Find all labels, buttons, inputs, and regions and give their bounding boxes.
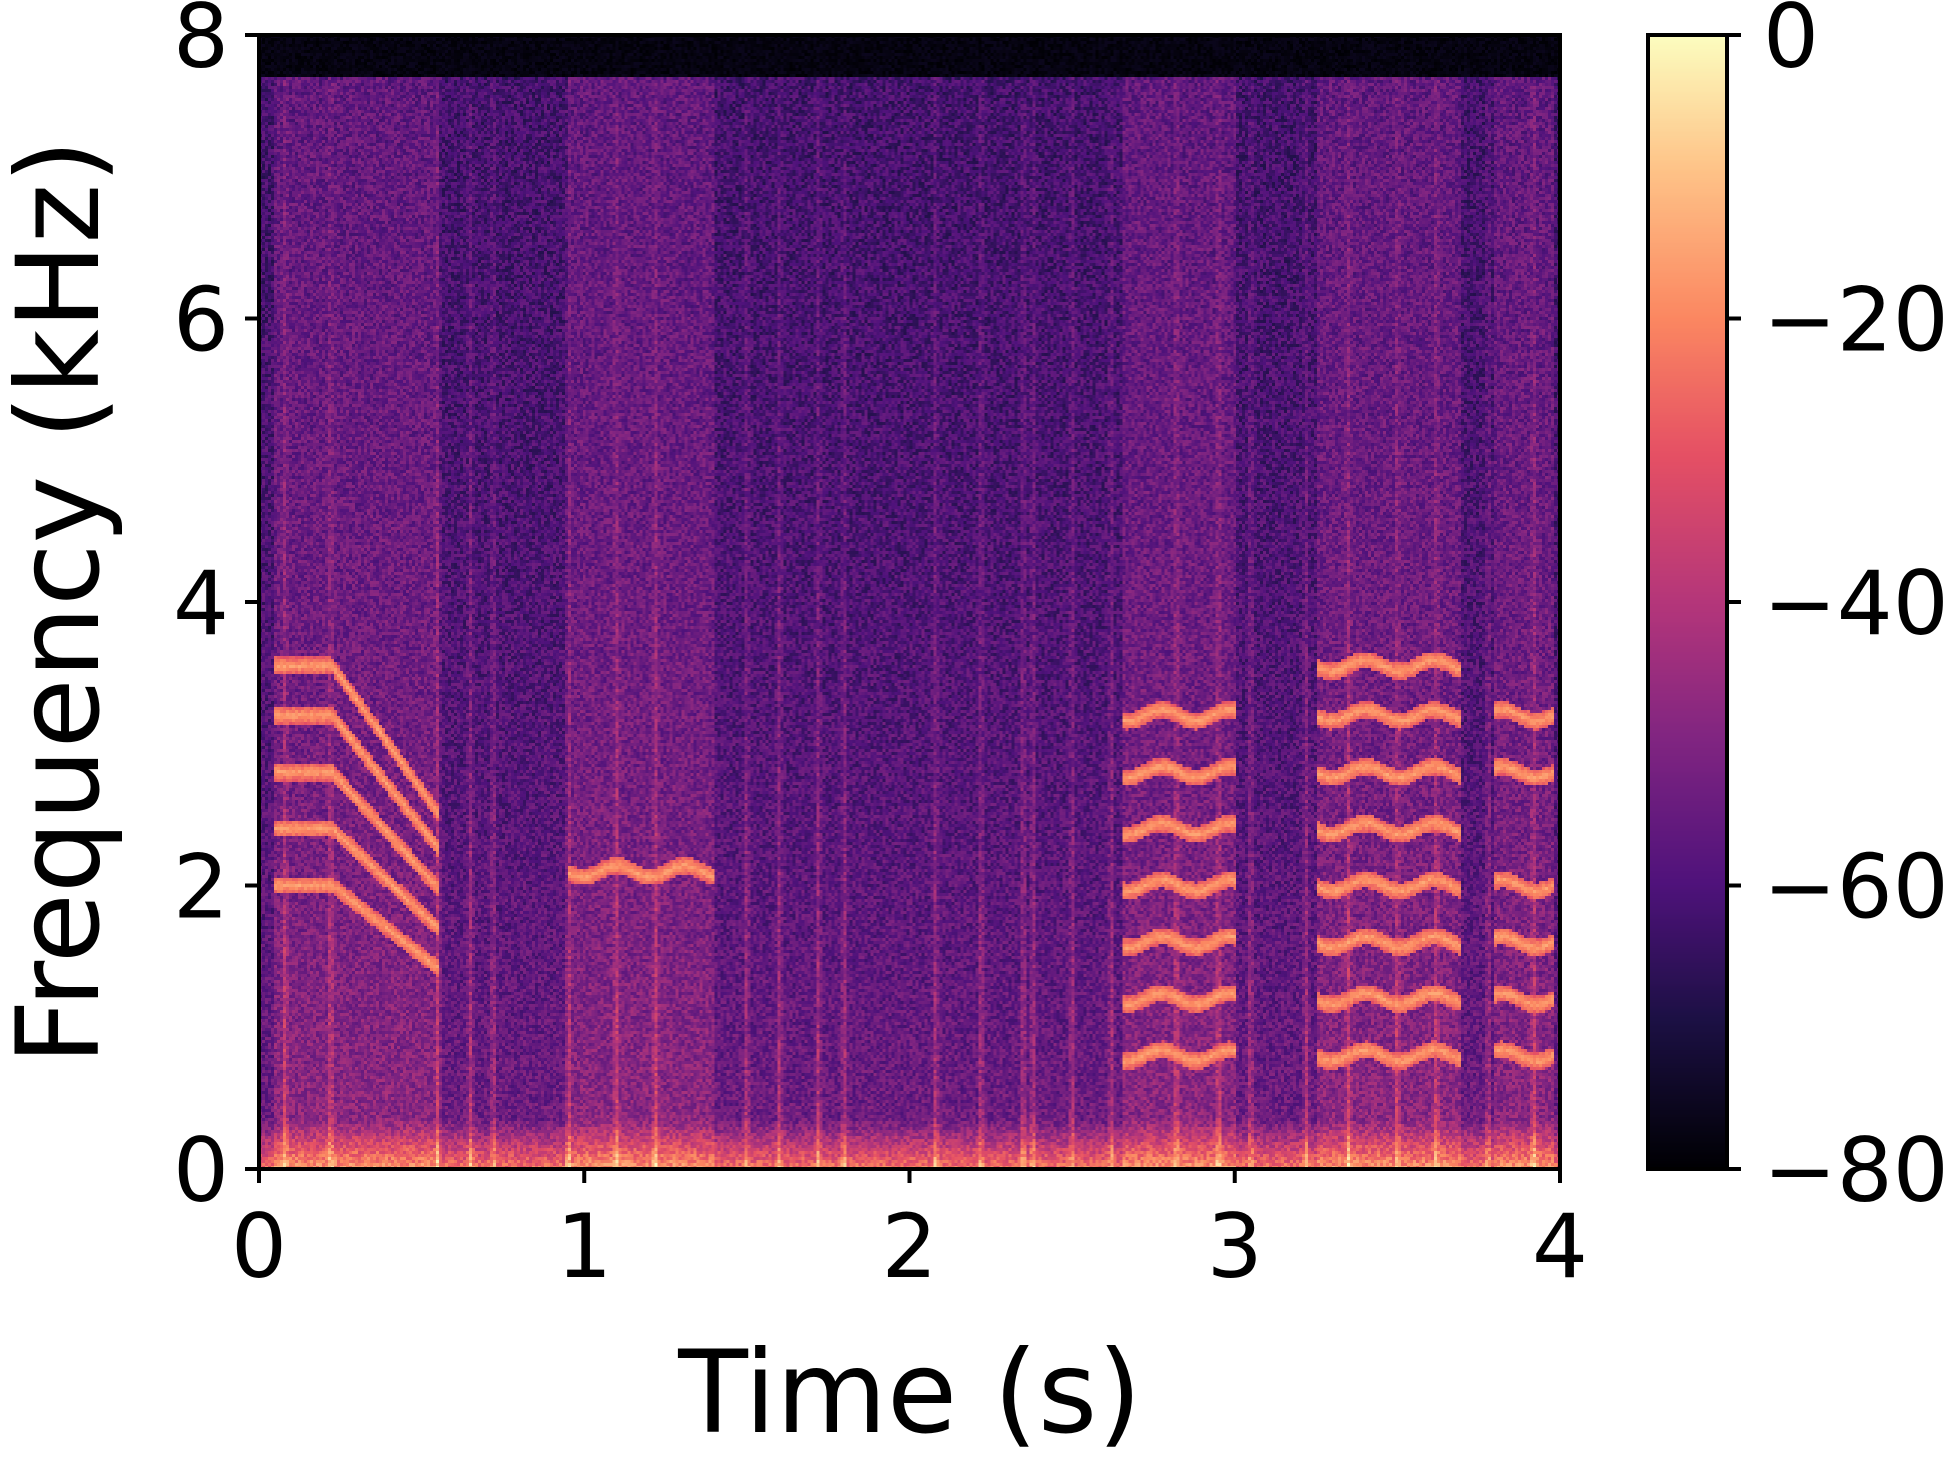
y-tick-label: 8 xyxy=(173,0,229,88)
colorbar-tick-label: 0 xyxy=(1763,0,1819,88)
x-tick-label: 2 xyxy=(882,1195,938,1298)
y-axis-title: Frequency (kHz) xyxy=(0,139,125,1065)
colorbar-tick-label: −80 xyxy=(1763,1119,1949,1222)
x-tick-label: 0 xyxy=(231,1195,287,1298)
colorbar-ticks: 0 −20 −40 −60 −80 xyxy=(1727,0,1949,1222)
y-tick-label: 4 xyxy=(173,552,229,655)
colorbar-tick-label: −60 xyxy=(1763,836,1949,939)
x-tick-label: 3 xyxy=(1207,1195,1263,1298)
plot-area xyxy=(259,35,1560,1169)
y-axis-ticks: 0 2 4 6 8 xyxy=(173,0,259,1222)
x-tick-label: 4 xyxy=(1532,1195,1588,1298)
plot-frame xyxy=(257,33,1562,1171)
spectrogram-heatmap xyxy=(259,35,1560,1169)
colorbar-tick-label: −40 xyxy=(1763,552,1949,655)
colorbar-frame xyxy=(1646,33,1729,1171)
colorbar-gradient xyxy=(1648,35,1727,1169)
x-axis-ticks: 0 1 2 3 4 xyxy=(231,1169,1588,1298)
y-tick-label: 2 xyxy=(173,836,229,939)
y-tick-label: 6 xyxy=(173,269,229,372)
x-tick-label: 1 xyxy=(556,1195,612,1298)
x-axis-title: Time (s) xyxy=(677,1326,1142,1458)
colorbar-tick-label: −20 xyxy=(1763,269,1949,372)
y-tick-label: 0 xyxy=(173,1119,229,1222)
